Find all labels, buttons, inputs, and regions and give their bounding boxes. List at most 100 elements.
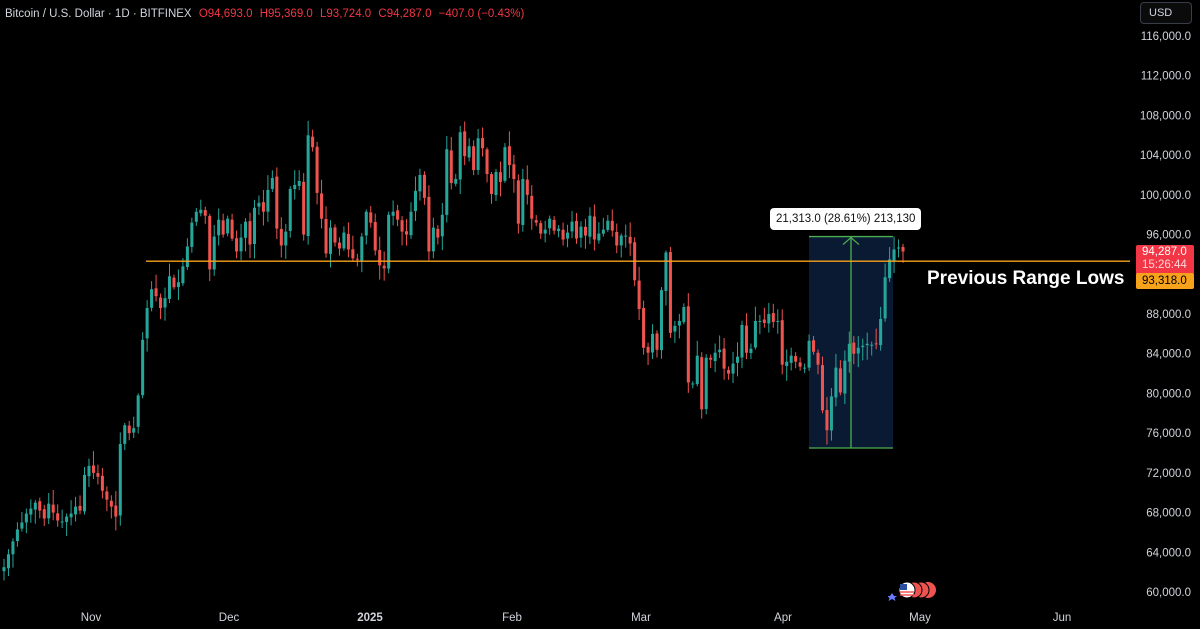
candle-body [96,473,100,477]
candle-body [588,215,592,237]
events-flag-icon[interactable] [888,579,936,601]
candle-body [91,465,95,473]
candle-body [190,222,194,247]
candle-body [727,370,731,374]
candle-body [740,324,744,358]
candle-layer [2,120,905,581]
price-tick-label: 68,000.0 [1146,508,1191,520]
candle-body [785,361,789,366]
candle-body [574,220,579,239]
candle-body [642,307,646,348]
candle-body [458,132,462,180]
currency-button[interactable]: USD [1140,2,1192,24]
price-tick-label: 60,000.0 [1146,587,1191,599]
candle-body [87,465,91,477]
candle-body [539,223,543,234]
candle-body [834,367,838,398]
candle-body [870,344,874,346]
candle-body [29,508,33,515]
price-tick-label: 76,000.0 [1146,428,1191,440]
low-value: L93,724.0 [320,8,372,20]
candle-body [163,298,167,308]
candle-body [266,189,270,212]
candle-body [897,247,901,249]
price-tick-label: 80,000.0 [1146,388,1191,400]
candle-body [355,258,359,260]
candle-body [172,277,176,288]
candle-body [637,280,641,310]
candle-body [722,348,726,369]
open-value: O94,693.0 [198,8,253,20]
symbol-legend: Bitcoin / U.S. Dollar · 1D · BITFINEX O9… [5,8,524,20]
candle-body [704,357,708,409]
candle-body [606,220,610,230]
candle-body [731,363,735,374]
candle-body [405,231,409,235]
candle-body [15,529,19,542]
candle-body [226,218,230,234]
time-tick-label: 2025 [357,612,383,624]
candle-body [700,357,704,410]
candle-body [816,352,820,365]
previous-range-lows-label: Previous Range Lows [927,268,1125,289]
candle-body [789,355,793,363]
close-value: C94,287.0 [378,8,432,20]
candle-body [297,180,301,186]
candle-body [284,231,288,246]
candle-body [136,395,140,427]
candle-body [127,425,131,434]
candle-body [829,396,833,431]
candle-body [185,246,189,267]
candle-body [261,202,265,212]
candle-body [114,505,118,517]
candle-body [150,289,154,308]
candle-body [771,313,775,322]
candle-body [695,355,699,385]
candle-body [794,356,798,362]
candle-body [838,368,842,393]
candle-body [543,229,547,234]
price-axis[interactable]: 116,000.0 112,000.0 108,000.0 104,000.0 100,… [1140,31,1191,599]
candle-body [181,266,185,284]
candle-body [369,212,373,223]
candle-body [619,235,623,246]
candle-body [382,265,386,269]
candle-body [364,211,368,236]
candle-body [396,210,400,220]
time-tick-label: Mar [631,612,651,624]
candle-body [378,250,382,266]
candle-body [709,357,713,360]
candle-body [592,216,596,240]
candle-body [118,444,122,516]
candle-body [38,501,42,511]
candle-body [239,237,243,252]
candle-body [682,307,686,323]
symbol-title[interactable]: Bitcoin / U.S. Dollar · 1D · BITFINEX [5,8,192,20]
time-axis[interactable]: Nov Dec 2025 Feb Mar Apr May Jun [81,612,1072,624]
candle-body [454,178,458,184]
candle-body [628,236,632,244]
candle-body [525,179,529,195]
candle-body [387,214,391,269]
candle-body [51,504,55,513]
candle-body [489,174,494,194]
candle-body [235,238,239,252]
candle-body [217,219,221,236]
candle-body [302,181,306,235]
candle-body [498,172,502,182]
candle-body [494,172,498,196]
candle-body [865,343,869,346]
price-tick-label: 88,000.0 [1146,309,1191,321]
candle-body [762,319,766,323]
measure-label: 21,313.0 (28.61%) 213,130 [770,208,922,230]
candle-body [888,259,892,279]
candle-body [485,149,489,175]
time-tick-label: Jun [1053,612,1072,624]
candle-body [852,342,856,354]
candle-body [449,150,453,183]
candle-body [360,236,364,261]
candle-body [753,320,757,348]
candle-body [651,333,655,353]
high-value: H95,369.0 [259,8,313,20]
